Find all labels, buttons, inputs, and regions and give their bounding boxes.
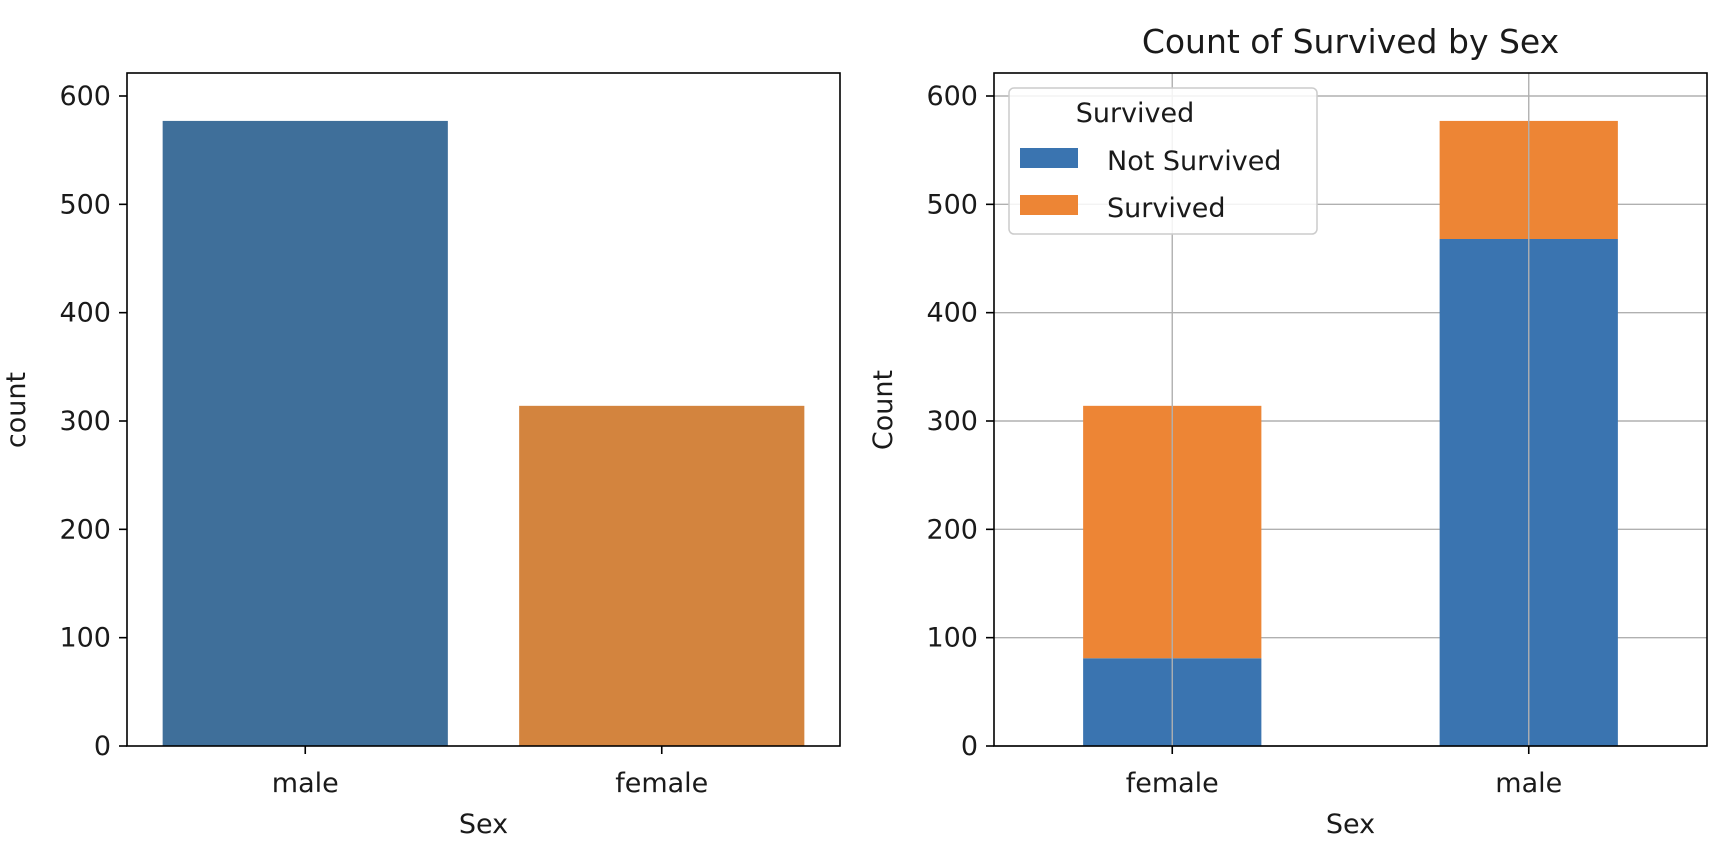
- y-tick-label: 600: [59, 81, 111, 112]
- y-axis-ticks: 0 100 200 300 400 500 600: [926, 81, 994, 762]
- legend-label-survived: Survived: [1107, 193, 1226, 224]
- y-tick-label: 500: [926, 189, 978, 220]
- bar-female: [519, 405, 805, 746]
- legend-swatch-not-survived: [1020, 148, 1078, 168]
- y-tick-label: 200: [926, 514, 978, 545]
- legend: Survived Not Survived Survived: [1008, 87, 1318, 235]
- x-axis-ticks: male female: [272, 746, 708, 799]
- legend-box: [1008, 87, 1318, 235]
- y-axis-label: Count: [868, 370, 899, 450]
- plot-frame: [993, 72, 1708, 747]
- x-tick-label: female: [615, 768, 708, 799]
- y-tick-label: 300: [59, 406, 111, 437]
- y-tick-label: 400: [926, 298, 978, 329]
- chart-survived-by-sex: 0 100 200 300 400 500 600 female male Count of …: [868, 22, 1708, 840]
- y-tick-label: 100: [59, 623, 111, 654]
- bar-group: [162, 120, 805, 746]
- y-axis-ticks: 0 100 200 300 400 500 600: [59, 81, 127, 762]
- bar-male: [162, 120, 448, 746]
- chart-count-by-sex: 0 100 200 300 400 500 600 male female Sex count: [1, 72, 841, 840]
- y-tick-label: 100: [926, 623, 978, 654]
- x-tick-label: male: [272, 768, 339, 799]
- x-tick-label: male: [1495, 768, 1562, 799]
- y-tick-label: 500: [59, 189, 111, 220]
- y-tick-label: 200: [59, 514, 111, 545]
- plot-frame: [126, 72, 841, 747]
- y-tick-label: 0: [961, 731, 978, 762]
- x-axis-ticks: female male: [1126, 746, 1562, 799]
- legend-title: Survived: [1076, 98, 1195, 129]
- y-tick-label: 400: [59, 298, 111, 329]
- legend-label-not-survived: Not Survived: [1107, 146, 1281, 177]
- y-tick-label: 600: [926, 81, 978, 112]
- y-tick-label: 0: [94, 731, 111, 762]
- x-axis-label: Sex: [1326, 809, 1375, 840]
- y-tick-label: 300: [926, 406, 978, 437]
- y-axis-label: count: [1, 372, 32, 448]
- chart-title: Count of Survived by Sex: [1142, 22, 1559, 61]
- x-axis-label: Sex: [459, 809, 508, 840]
- x-tick-label: female: [1126, 768, 1219, 799]
- legend-swatch-survived: [1020, 195, 1078, 215]
